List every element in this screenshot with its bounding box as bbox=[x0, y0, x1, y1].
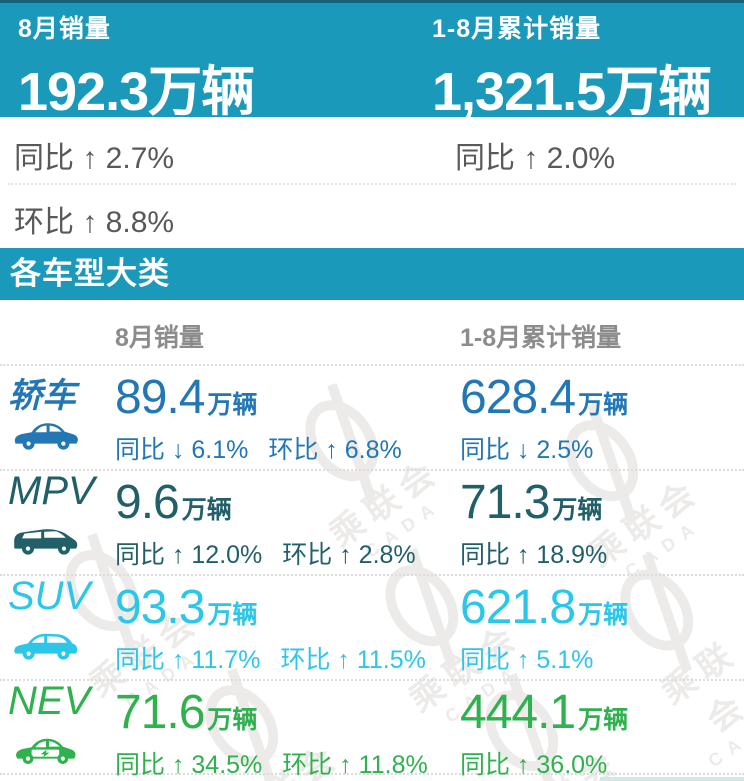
suv-august-percents: 同比 ↑ 11.7% 环比 ↑ 11.5% bbox=[115, 640, 426, 676]
august-yoy-stat: 同比 ↑ 2.7% bbox=[14, 142, 175, 175]
nev-cumulative-value: 444.1 万辆 bbox=[460, 686, 629, 739]
stats-divider bbox=[8, 183, 736, 185]
suv-label: SUV bbox=[8, 574, 91, 618]
vehicle-row-mpv: MPV 9.6 万辆 同比 ↑ 12.0% 环比 ↑ 2.8% 71.3 万辆 bbox=[0, 469, 744, 574]
suv-cumulative-value: 621.8 万辆 bbox=[460, 581, 629, 634]
category-table: 乘联会 CADA 乘联会 CADA 乘联会 CADA 乘联会 CADA 乘联会 bbox=[0, 300, 744, 781]
top-divider bbox=[0, 0, 744, 3]
suv-august-yoy: 同比 ↑ 11.7% bbox=[115, 646, 261, 674]
sedan-august-yoy: 同比 ↓ 6.1% bbox=[115, 436, 249, 464]
vehicle-row-suv: SUV 93.3 万辆 同比 ↑ 11.7% 环比 ↑ 11.5% 621.8 万辆 bbox=[0, 574, 744, 679]
sedan-cumulative-percents: 同比 ↓ 2.5% bbox=[460, 430, 593, 466]
suv-august-value: 93.3 万辆 bbox=[115, 581, 258, 634]
cumulative-sales-block: 1-8月累计销量 1,321.5万辆 bbox=[432, 9, 712, 126]
summary-stats: 同比 ↑ 2.7% 同比 ↑ 2.0% 环比 ↑ 8.8% bbox=[0, 117, 744, 248]
mpv-cumulative-percents: 同比 ↑ 18.9% bbox=[460, 535, 607, 571]
sedan-august-mom: 环比 ↑ 6.8% bbox=[268, 436, 402, 464]
nev-august-mom: 环比 ↑ 11.8% bbox=[282, 751, 428, 779]
nev-car-icon bbox=[10, 727, 82, 771]
suv-august-mom: 环比 ↑ 11.5% bbox=[280, 646, 426, 674]
nev-august-yoy: 同比 ↑ 34.5% bbox=[115, 751, 263, 779]
august-mom-stat: 环比 ↑ 8.8% bbox=[14, 206, 175, 239]
cumulative-sales-value: 1,321.5万辆 bbox=[432, 62, 712, 122]
bottom-edge-sliver bbox=[600, 777, 744, 781]
column-header-august: 8月销量 bbox=[115, 324, 204, 352]
suv-cumulative-yoy: 同比 ↑ 5.1% bbox=[460, 646, 594, 674]
summary-header: 8月销量 192.3万辆 1-8月累计销量 1,321.5万辆 bbox=[0, 0, 744, 122]
sedan-august-percents: 同比 ↓ 6.1% 环比 ↑ 6.8% bbox=[115, 430, 402, 466]
mpv-cumulative-value: 71.3 万辆 bbox=[460, 476, 603, 529]
column-header-cumulative: 1-8月累计销量 bbox=[460, 324, 622, 352]
august-sales-block: 8月销量 192.3万辆 bbox=[18, 9, 255, 126]
mpv-august-yoy: 同比 ↑ 12.0% bbox=[115, 541, 263, 569]
suv-cumulative-percents: 同比 ↑ 5.1% bbox=[460, 640, 593, 676]
suv-car-icon bbox=[10, 622, 82, 666]
mpv-cumulative-yoy: 同比 ↑ 18.9% bbox=[460, 541, 608, 569]
nev-label: NEV bbox=[8, 679, 91, 723]
cumulative-sales-label: 1-8月累计销量 bbox=[432, 15, 602, 43]
sedan-car-icon bbox=[10, 412, 82, 456]
mpv-august-value: 9.6 万辆 bbox=[115, 476, 232, 529]
mpv-august-mom: 环比 ↑ 2.8% bbox=[282, 541, 416, 569]
nev-cumulative-yoy: 同比 ↑ 36.0% bbox=[460, 751, 608, 779]
august-sales-label: 8月销量 bbox=[18, 15, 111, 43]
section-title: 各车型大类 bbox=[0, 248, 744, 300]
nev-cumulative-percents: 同比 ↑ 36.0% bbox=[460, 745, 607, 781]
vehicle-row-nev: NEV 71.6 万辆 同比 ↑ 34.5% 环比 ↑ 11.8% bbox=[0, 679, 744, 779]
cumulative-yoy-stat: 同比 ↑ 2.0% bbox=[455, 142, 616, 175]
mpv-car-icon bbox=[10, 517, 82, 561]
mpv-label: MPV bbox=[8, 469, 95, 513]
vehicle-row-sedan: 轿车 89.4 万辆 同比 ↓ 6.1% 环比 ↑ 6.8% 628.4 万辆 bbox=[0, 364, 744, 469]
sedan-cumulative-yoy: 同比 ↓ 2.5% bbox=[460, 436, 594, 464]
sedan-august-value: 89.4 万辆 bbox=[115, 371, 258, 424]
mpv-august-percents: 同比 ↑ 12.0% 环比 ↑ 2.8% bbox=[115, 535, 416, 571]
nev-august-percents: 同比 ↑ 34.5% 环比 ↑ 11.8% bbox=[115, 745, 428, 781]
sedan-label: 轿车 bbox=[8, 377, 76, 415]
table-header-row: 8月销量 1-8月累计销量 bbox=[0, 300, 744, 364]
nev-august-value: 71.6 万辆 bbox=[115, 686, 258, 739]
sedan-cumulative-value: 628.4 万辆 bbox=[460, 371, 629, 424]
august-sales-value: 192.3万辆 bbox=[18, 62, 255, 122]
